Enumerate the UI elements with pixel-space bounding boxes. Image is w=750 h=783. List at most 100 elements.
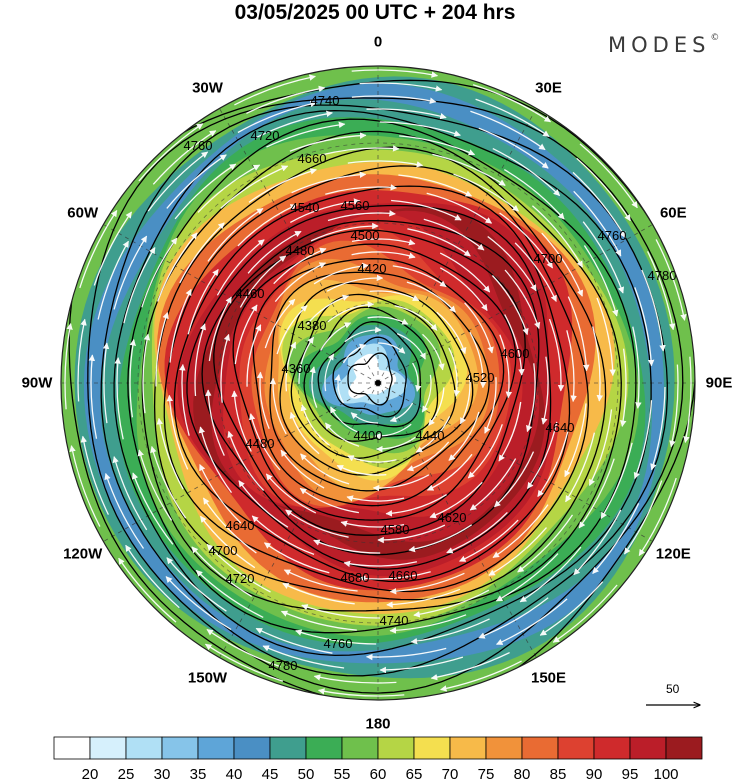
streamline (150, 445, 187, 519)
meridian-line (103, 382, 379, 542)
colorbar-swatch (53, 736, 91, 760)
streamline (280, 449, 325, 489)
streamline (152, 130, 217, 185)
streamline (365, 647, 447, 661)
streamline (406, 281, 456, 313)
meridian-line (377, 224, 653, 384)
streamline (347, 455, 397, 463)
colorbar-swatch (377, 736, 415, 760)
streamline (198, 426, 233, 493)
brand-logo: MODES© (608, 33, 719, 57)
parallel-line (137, 142, 619, 624)
streamline (375, 436, 416, 453)
streamline (295, 629, 377, 645)
streamline (156, 417, 184, 490)
wind-streamlines (64, 69, 692, 697)
streamline (564, 403, 587, 478)
streamline (620, 348, 627, 427)
streamline (289, 411, 320, 455)
streamline (195, 569, 264, 618)
streamline (541, 356, 549, 425)
streamline (285, 341, 297, 392)
streamline (291, 171, 367, 194)
height-contour (213, 229, 526, 536)
streamline (647, 251, 676, 331)
streamline (623, 480, 663, 555)
streamline (583, 245, 619, 317)
contour-label: 4700 (209, 543, 238, 558)
reference-vector-label: 50 (666, 682, 680, 696)
streamline (234, 304, 258, 365)
streamline (276, 305, 308, 355)
streamline (410, 618, 490, 645)
streamline (263, 542, 330, 574)
streamline (350, 412, 379, 424)
streamline (492, 148, 561, 197)
contour-label: 4600 (501, 346, 530, 361)
streamline (330, 406, 360, 434)
colorbar-tick-label: 65 (405, 766, 423, 783)
streamline (430, 652, 510, 681)
streamline (343, 560, 418, 568)
streamline (573, 190, 622, 257)
height-contour (252, 258, 505, 507)
streamline (273, 247, 327, 285)
streamline (125, 544, 180, 609)
meridian-line (377, 108, 537, 384)
contour-label: 4400 (354, 428, 383, 443)
streamline (265, 473, 317, 514)
height-contour (232, 243, 517, 521)
streamline (327, 210, 396, 222)
streamline (421, 374, 432, 413)
longitude-label: 150W (187, 669, 228, 687)
contour-label: 4580 (381, 522, 410, 537)
colorbar-swatch (629, 736, 667, 760)
contour-label: 4760 (324, 636, 353, 651)
streamline (118, 557, 177, 623)
contour-label: 4380 (298, 318, 327, 333)
meridian-line (377, 382, 537, 658)
contour-label: 4740 (311, 93, 340, 108)
longitude-label: 30W (192, 79, 223, 97)
streamline (310, 222, 379, 242)
streamline (113, 235, 148, 310)
streamline (464, 302, 494, 354)
streamline (340, 520, 405, 528)
streamline (428, 387, 445, 426)
contour-label: 4720 (251, 128, 280, 143)
streamline (386, 588, 461, 608)
streamline (487, 235, 537, 292)
streamline (313, 262, 369, 285)
streamline (147, 151, 209, 212)
streamline (503, 169, 565, 220)
streamline (238, 480, 289, 528)
streamline (436, 311, 467, 355)
streamline (576, 157, 631, 222)
streamline (207, 207, 264, 262)
streamline (491, 275, 529, 336)
streamline (317, 688, 405, 697)
streamline (102, 342, 110, 424)
streamline (80, 435, 109, 515)
colorbar-tick-label: 100 (653, 766, 679, 783)
colorbar-tick-label: 30 (153, 766, 171, 783)
streamline (166, 394, 189, 470)
streamline (638, 477, 677, 557)
streamline (156, 232, 198, 302)
height-contour (173, 185, 571, 583)
streamline (208, 296, 232, 362)
streamline (179, 222, 225, 284)
contour-label: 4420 (358, 261, 387, 276)
contour-label: 4740 (380, 613, 409, 628)
streamline (237, 204, 297, 247)
streamline (283, 569, 358, 592)
streamline (142, 333, 151, 414)
colorbar-tick-label: 45 (261, 766, 279, 783)
streamline (519, 546, 582, 603)
colorbar-swatch (89, 736, 127, 760)
streamline (216, 239, 265, 296)
streamline (391, 199, 462, 221)
streamline (93, 211, 133, 286)
streamline (220, 165, 289, 209)
